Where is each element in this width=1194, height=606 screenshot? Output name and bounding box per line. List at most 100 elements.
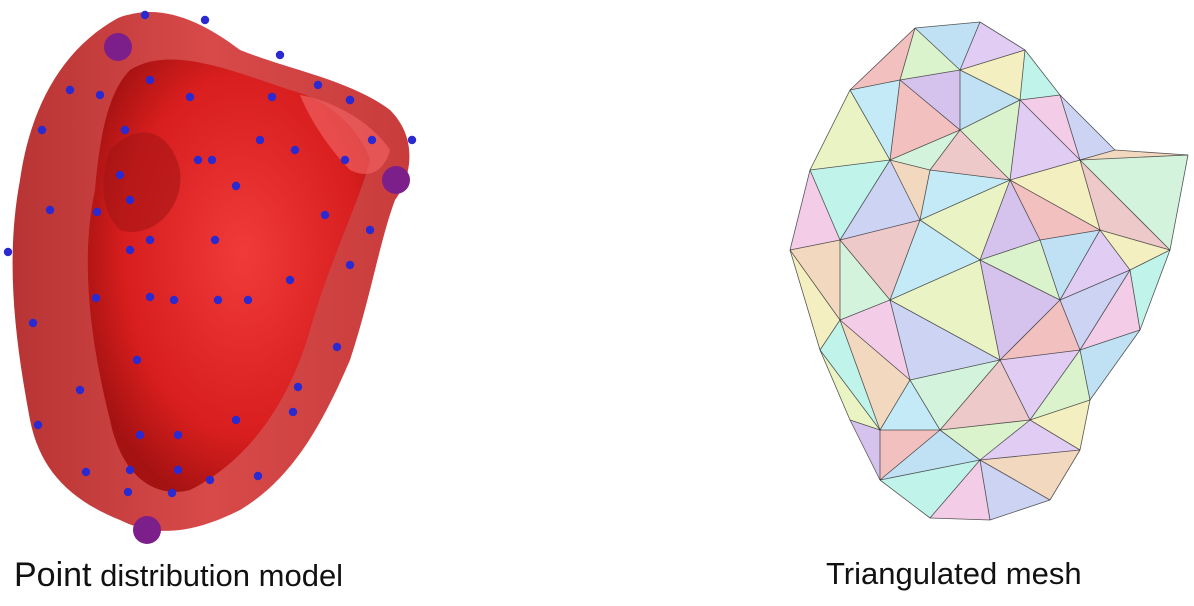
mesh-edge <box>809 159 891 171</box>
mesh-edge <box>1009 159 1081 181</box>
landmark-dot <box>45 205 55 215</box>
mesh-face <box>960 22 1025 70</box>
mesh-face <box>900 28 960 80</box>
mesh-edge <box>914 27 961 71</box>
mesh-edge <box>909 359 1001 381</box>
mesh-edge <box>839 219 921 241</box>
landmark-dot <box>132 355 142 365</box>
mesh-face <box>1060 95 1115 160</box>
mesh-edge <box>914 21 981 29</box>
caption-first-word: Point <box>14 556 92 594</box>
mesh-edge <box>789 249 821 351</box>
mesh-face <box>900 70 960 130</box>
landmark-dot <box>275 50 285 60</box>
mesh-edge <box>929 169 1011 181</box>
mesh-edge <box>1079 159 1101 231</box>
landmark-dot <box>91 293 101 303</box>
triangulated-mesh-figure <box>789 21 1189 521</box>
mesh-face <box>1100 230 1170 270</box>
landmark-dot <box>200 15 210 25</box>
mesh-face <box>1030 350 1090 420</box>
mesh-edge <box>1024 49 1061 96</box>
mesh-face <box>960 50 1025 100</box>
landmark-dot <box>33 420 43 430</box>
anchor-dot <box>104 33 132 61</box>
mesh-edge <box>1009 179 1101 231</box>
mesh-edge <box>1079 154 1189 161</box>
mesh-face <box>910 360 1000 430</box>
mesh-edge <box>899 79 961 131</box>
mesh-edge <box>919 219 981 261</box>
mesh-edge <box>889 299 911 381</box>
mesh-face <box>920 170 1010 220</box>
mesh-edge <box>999 359 1031 421</box>
mesh-edge <box>1009 179 1041 241</box>
landmark-dot <box>173 465 183 475</box>
mesh-edge <box>959 129 1011 181</box>
landmark-dot <box>407 135 417 145</box>
mesh-edge <box>849 419 881 431</box>
landmark-dot <box>135 430 145 440</box>
landmark-dot <box>3 247 13 257</box>
mesh-edge <box>879 459 981 481</box>
triangulated-mesh-caption: Triangulated mesh <box>826 556 1082 591</box>
mesh-face <box>1010 160 1100 230</box>
mesh-edge <box>979 259 1001 361</box>
mesh-edge <box>929 517 991 521</box>
mesh-edge <box>1019 49 1026 101</box>
mesh-face <box>850 80 900 160</box>
mesh-face <box>1000 300 1080 360</box>
landmark-dot <box>169 295 179 305</box>
mesh-edge <box>789 169 811 251</box>
mesh-edge <box>889 299 1001 361</box>
landmark-dot <box>255 135 265 145</box>
mesh-edge <box>1059 299 1081 351</box>
landmark-dot <box>267 92 277 102</box>
mesh-edge <box>1079 149 1116 161</box>
mesh-edge <box>839 239 891 301</box>
mesh-edge <box>1079 159 1171 251</box>
mesh-edge <box>809 169 841 241</box>
landmark-dot <box>185 92 195 102</box>
mesh-edge <box>939 359 1001 431</box>
mesh-face <box>980 460 1050 520</box>
mesh-edge <box>1079 329 1141 351</box>
anchor-dot <box>133 516 161 544</box>
mesh-face <box>1060 270 1130 350</box>
mesh-edge <box>879 379 911 431</box>
mesh-edge <box>1039 229 1101 241</box>
mesh-face <box>880 430 980 480</box>
mesh-face <box>840 220 920 300</box>
landmark-dot <box>123 487 133 497</box>
landmark-dot <box>293 382 303 392</box>
landmark-dot <box>365 225 375 235</box>
mesh-edge <box>1029 419 1081 451</box>
mesh-edge <box>1059 94 1116 151</box>
mesh-face <box>890 160 930 220</box>
mesh-edge <box>979 449 1081 461</box>
point-distribution-model-caption: Point distribution model <box>14 558 343 592</box>
mesh-edge <box>1129 249 1171 271</box>
mesh-edge <box>939 419 1031 431</box>
landmark-dot <box>167 488 177 498</box>
landmark-dot <box>92 207 102 217</box>
mesh-edge <box>1019 99 1081 161</box>
mesh-face <box>980 420 1080 460</box>
mesh-edge <box>999 299 1061 361</box>
mesh-edge <box>899 69 961 81</box>
landmark-dot <box>207 155 217 165</box>
mesh-face <box>790 250 840 350</box>
mesh-face <box>980 260 1060 360</box>
mesh-face <box>960 70 1020 130</box>
mesh-edge <box>789 239 841 251</box>
mesh-face <box>915 22 980 70</box>
landmark-dot <box>231 181 241 191</box>
mesh-edge <box>959 49 1026 71</box>
landmark-dot <box>95 90 105 100</box>
landmark-dot <box>125 245 135 255</box>
mesh-face <box>930 130 1010 180</box>
mesh-face <box>1000 350 1080 420</box>
landmark-dot <box>313 80 323 90</box>
mesh-edge <box>1029 349 1081 421</box>
mesh-edge <box>889 159 921 221</box>
